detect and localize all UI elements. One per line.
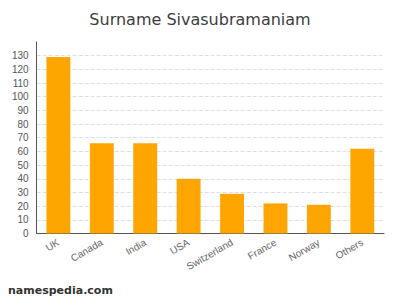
- svg-text:70: 70: [18, 132, 30, 143]
- svg-text:60: 60: [18, 146, 30, 157]
- svg-text:France: France: [246, 237, 279, 262]
- svg-text:30: 30: [18, 187, 30, 198]
- svg-text:USA: USA: [168, 237, 192, 257]
- svg-text:130: 130: [12, 50, 29, 61]
- svg-text:100: 100: [12, 91, 29, 102]
- svg-text:Switzerland: Switzerland: [185, 237, 235, 272]
- svg-text:80: 80: [18, 119, 30, 130]
- svg-text:Norway: Norway: [287, 237, 322, 263]
- svg-text:UK: UK: [44, 237, 62, 254]
- svg-text:10: 10: [18, 214, 30, 225]
- svg-text:20: 20: [18, 201, 30, 212]
- svg-text:50: 50: [18, 160, 30, 171]
- svg-text:namespedia.com: namespedia.com: [8, 284, 113, 297]
- svg-text:Others: Others: [334, 237, 365, 262]
- svg-text:Surname Sivasubramaniam: Surname Sivasubramaniam: [89, 10, 310, 29]
- svg-text:40: 40: [18, 173, 30, 184]
- svg-text:110: 110: [13, 78, 29, 89]
- svg-text:Canada: Canada: [69, 237, 105, 264]
- svg-text:India: India: [124, 237, 149, 258]
- svg-text:120: 120: [12, 64, 29, 75]
- svg-text:0: 0: [23, 228, 29, 239]
- svg-text:90: 90: [18, 105, 30, 116]
